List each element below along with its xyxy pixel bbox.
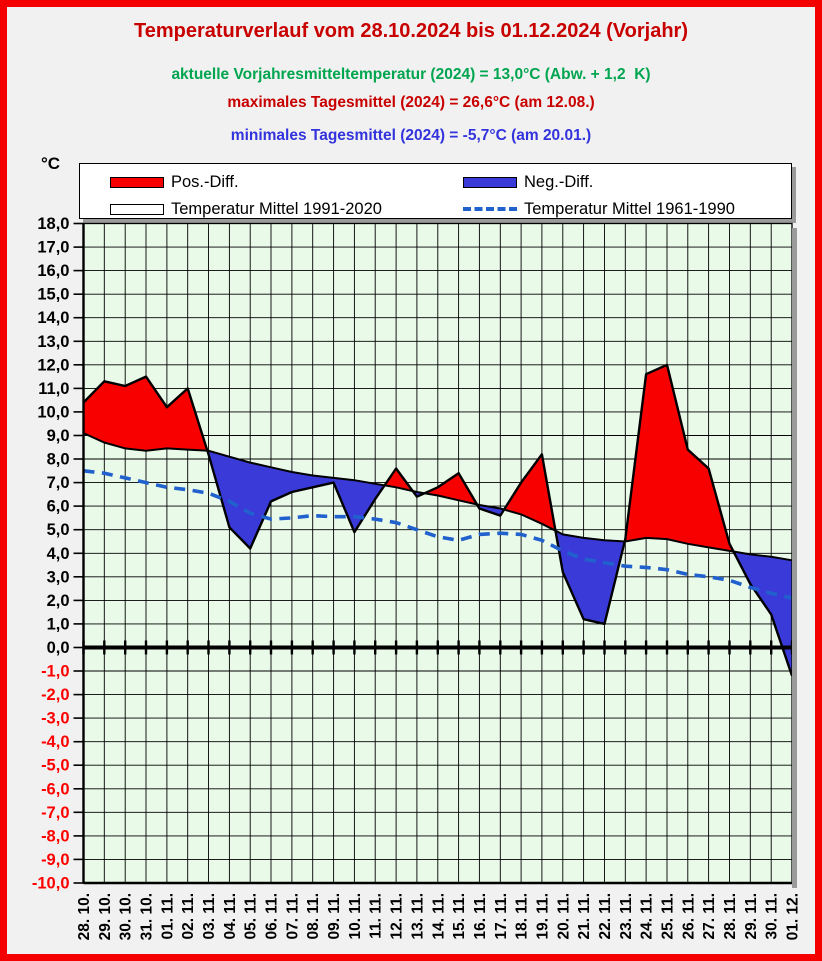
y-axis-unit-label: °C xyxy=(41,154,61,173)
svg-text:30. 10.: 30. 10. xyxy=(118,893,135,940)
legend-item-mean-1961-1990: Temperatur Mittel 1961-1990 xyxy=(463,199,735,218)
svg-text:01. 12.: 01. 12. xyxy=(785,893,802,940)
svg-text:12. 11.: 12. 11. xyxy=(389,893,406,940)
svg-text:-2,0: -2,0 xyxy=(41,686,69,704)
svg-text:4,0: 4,0 xyxy=(47,545,70,563)
svg-text:3,0: 3,0 xyxy=(47,568,70,586)
svg-text:15. 11.: 15. 11. xyxy=(451,893,468,940)
svg-text:11. 11.: 11. 11. xyxy=(368,893,385,939)
legend-label: Temperatur Mittel 1961-1990 xyxy=(524,199,735,218)
legend-label: Pos.-Diff. xyxy=(171,172,239,191)
svg-text:18,0: 18,0 xyxy=(37,215,69,233)
svg-text:12,0: 12,0 xyxy=(37,356,69,374)
svg-text:17. 11.: 17. 11. xyxy=(493,893,510,940)
svg-text:25. 11.: 25. 11. xyxy=(660,893,677,940)
svg-text:-5,0: -5,0 xyxy=(41,757,69,775)
svg-text:20. 11.: 20. 11. xyxy=(555,893,572,940)
mean-1961-1990-dashed-line-icon xyxy=(463,207,517,211)
svg-text:15,0: 15,0 xyxy=(37,286,69,304)
svg-text:13. 11.: 13. 11. xyxy=(409,893,426,940)
svg-text:10. 11.: 10. 11. xyxy=(347,893,364,940)
svg-text:-3,0: -3,0 xyxy=(41,710,69,728)
svg-text:19. 11.: 19. 11. xyxy=(534,893,551,940)
svg-text:29. 11.: 29. 11. xyxy=(743,893,760,940)
svg-text:-9,0: -9,0 xyxy=(41,851,69,869)
svg-text:30. 11.: 30. 11. xyxy=(764,893,781,940)
svg-text:0,0: 0,0 xyxy=(47,639,70,657)
svg-text:6,0: 6,0 xyxy=(47,498,70,516)
svg-text:17,0: 17,0 xyxy=(37,239,69,257)
svg-text:01. 11.: 01. 11. xyxy=(159,893,176,940)
temperature-chart-plot: -10,0 -9,0 -8,0 -7,0 -6,0 -5,0 -4,0 -3,0 -2,0 -1,… xyxy=(32,215,802,940)
svg-text:26. 11.: 26. 11. xyxy=(680,893,697,940)
svg-text:10,0: 10,0 xyxy=(37,403,69,421)
svg-text:9,0: 9,0 xyxy=(47,427,70,445)
subtitle-yearly-mean: aktuelle Vorjahresmitteltemperatur (2024… xyxy=(171,66,651,83)
svg-text:05. 11.: 05. 11. xyxy=(243,893,260,940)
svg-text:04. 11.: 04. 11. xyxy=(222,893,239,940)
plot-drop-shadow xyxy=(792,228,797,888)
svg-text:-4,0: -4,0 xyxy=(41,733,69,751)
page-title: Temperaturverlauf vom 28.10.2024 bis 01.… xyxy=(134,20,688,42)
pos-diff-swatch-icon xyxy=(110,176,164,188)
svg-text:28. 10.: 28. 10. xyxy=(76,893,93,940)
legend-label: Temperatur Mittel 1991-2020 xyxy=(171,199,382,218)
svg-text:02. 11.: 02. 11. xyxy=(180,893,197,940)
subtitle-max-daily-mean: maximales Tagesmittel (2024) = 26,6°C (a… xyxy=(227,94,595,111)
svg-text:03. 11.: 03. 11. xyxy=(201,893,218,940)
svg-text:22. 11.: 22. 11. xyxy=(597,893,614,940)
svg-text:14. 11.: 14. 11. xyxy=(430,893,447,940)
legend-box: Pos.-Diff. Neg.-Diff. Temperatur Mittel … xyxy=(79,163,792,219)
svg-text:28. 11.: 28. 11. xyxy=(722,893,739,940)
legend-label: Neg.-Diff. xyxy=(524,172,594,191)
svg-text:29. 10.: 29. 10. xyxy=(97,893,114,940)
svg-text:11,0: 11,0 xyxy=(38,380,69,398)
svg-text:-7,0: -7,0 xyxy=(41,804,69,822)
svg-text:08. 11.: 08. 11. xyxy=(305,893,322,940)
svg-text:2,0: 2,0 xyxy=(47,592,70,610)
svg-text:5,0: 5,0 xyxy=(47,521,70,539)
svg-text:16,0: 16,0 xyxy=(37,262,69,280)
legend-item-mean-1991-2020: Temperatur Mittel 1991-2020 xyxy=(110,199,382,218)
svg-text:07. 11.: 07. 11. xyxy=(284,893,301,940)
svg-text:-1,0: -1,0 xyxy=(41,663,69,681)
svg-text:-8,0: -8,0 xyxy=(41,827,69,845)
svg-text:23. 11.: 23. 11. xyxy=(618,893,635,940)
svg-text:-10,0: -10,0 xyxy=(32,875,70,893)
svg-text:13,0: 13,0 xyxy=(37,333,69,351)
svg-text:24. 11.: 24. 11. xyxy=(639,893,656,940)
svg-text:21. 11.: 21. 11. xyxy=(576,893,593,940)
svg-text:09. 11.: 09. 11. xyxy=(326,893,343,940)
svg-text:18. 11.: 18. 11. xyxy=(514,893,531,940)
legend-item-pos-diff: Pos.-Diff. xyxy=(110,172,239,191)
svg-text:7,0: 7,0 xyxy=(47,474,70,492)
svg-text:27. 11.: 27. 11. xyxy=(701,893,718,940)
svg-text:8,0: 8,0 xyxy=(47,451,70,469)
legend-item-neg-diff: Neg.-Diff. xyxy=(463,172,594,191)
mean-1991-2020-swatch-icon xyxy=(110,203,164,215)
svg-text:14,0: 14,0 xyxy=(37,309,69,327)
neg-diff-swatch-icon xyxy=(463,176,517,188)
svg-text:31. 10.: 31. 10. xyxy=(139,893,156,940)
svg-text:16. 11.: 16. 11. xyxy=(472,893,489,940)
svg-text:1,0: 1,0 xyxy=(47,615,70,633)
svg-text:06. 11.: 06. 11. xyxy=(264,893,281,940)
subtitle-min-daily-mean: minimales Tagesmittel (2024) = -5,7°C (a… xyxy=(230,127,592,144)
svg-text:-6,0: -6,0 xyxy=(41,780,69,798)
